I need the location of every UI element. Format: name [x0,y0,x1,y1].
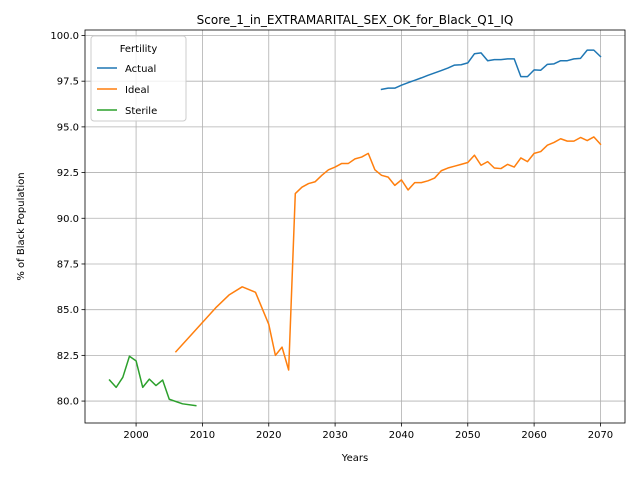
x-tick-label: 2070 [588,430,613,441]
y-tick-label: 100.0 [50,31,79,42]
legend-entries: Actual Ideal Sterile [97,64,157,117]
y-tick-label: 90.0 [57,214,79,225]
x-tick-label: 2020 [256,430,281,441]
y-tick-label: 97.5 [57,77,79,88]
x-tick-label: 2050 [455,430,480,441]
y-tick-label: 82.5 [57,351,79,362]
x-axis-label: Years [341,453,368,464]
tick-layer: 2000 2010 2020 2030 2040 2050 2060 2070 80.0 82.5… [50,31,613,441]
series-line-sterile [108,355,197,407]
legend-box [90,35,187,122]
x-tick-label: 2000 [123,430,148,441]
y-tick-label: 80.0 [57,397,79,408]
series-line-actual [380,49,602,91]
y-tick-label: 87.5 [57,259,79,270]
legend: Fertility Actual Ideal Sterile [90,35,187,122]
x-tick-label: 2030 [322,430,347,441]
plot-frame [84,29,626,424]
y-tick-label: 92.5 [57,168,79,179]
series-layer [108,49,602,407]
x-tick-label: 2040 [389,430,414,441]
y-tick-label: 95.0 [57,122,79,133]
y-tick-label: 85.0 [57,305,79,316]
x-tick-label: 2060 [521,430,546,441]
y-axis-label: % of Black Population [16,172,27,280]
chart-title: Score_1_in_EXTRAMARITAL_SEX_OK_for_Black… [197,13,514,27]
x-tick-label: 2010 [190,430,215,441]
legend-title: Fertility [120,44,158,55]
series-line-ideal [174,136,602,371]
legend-label-sterile: Sterile [125,106,157,117]
legend-label-actual: Actual [125,64,156,75]
grid-layer [85,30,625,423]
legend-label-ideal: Ideal [125,85,149,96]
